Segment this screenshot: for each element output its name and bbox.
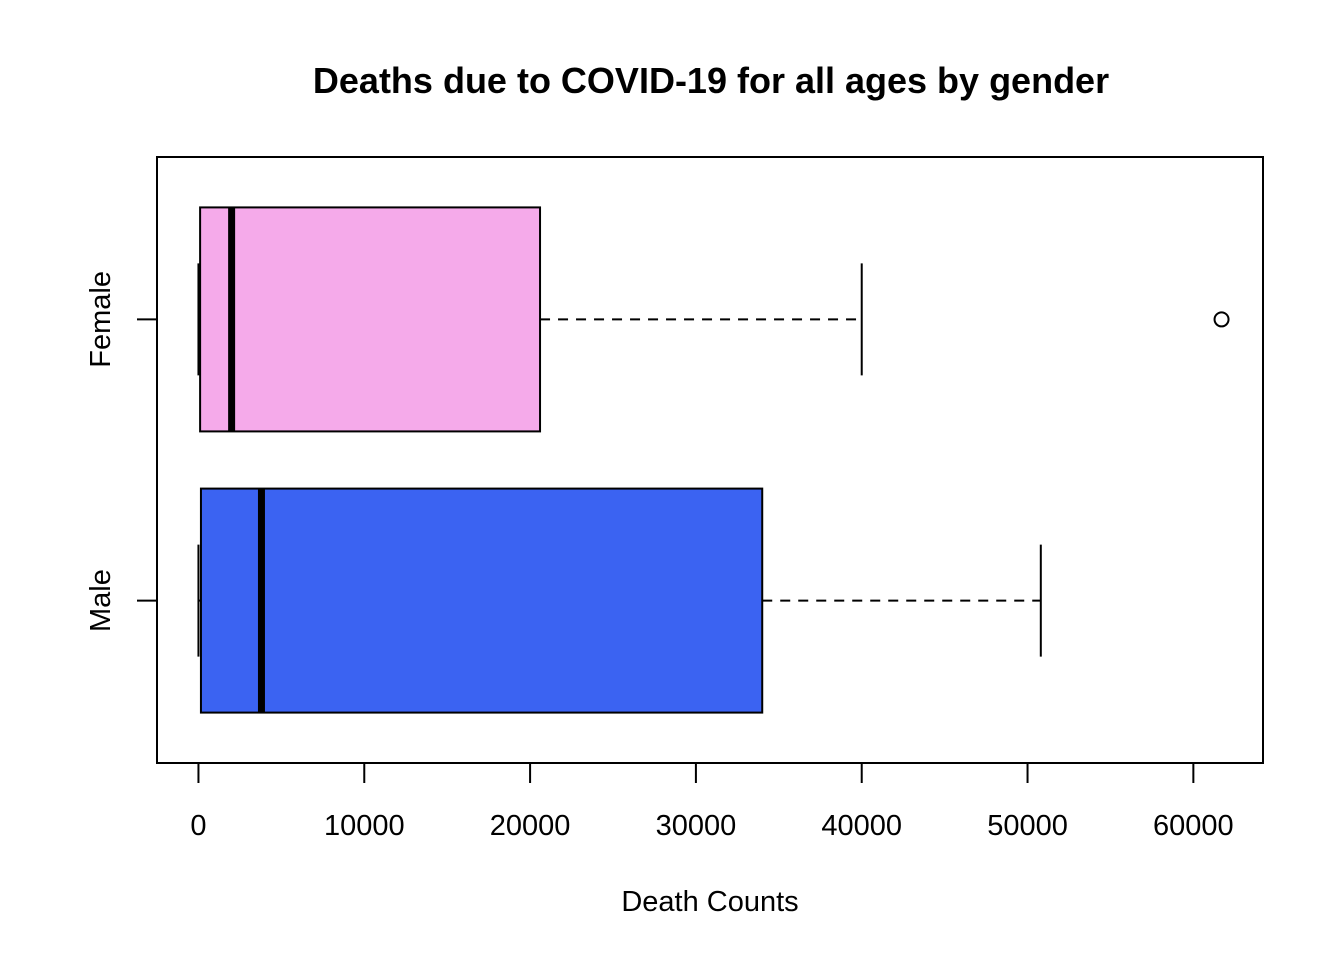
x-tick-label: 10000	[324, 810, 405, 842]
plot-layer	[197, 206, 1230, 714]
y-tick-label-male: Male	[85, 569, 117, 632]
chart-title: Deaths due to COVID-19 for all ages by g…	[313, 60, 1109, 101]
x-tick-label: 30000	[656, 810, 737, 842]
male-box	[199, 487, 764, 714]
x-axis-label: Death Counts	[621, 886, 798, 918]
x-tick-label: 60000	[1153, 810, 1234, 842]
female-box	[199, 206, 542, 433]
y-axis: Female Male	[85, 271, 157, 632]
x-tick-label: 0	[190, 810, 206, 842]
x-tick-label: 50000	[987, 810, 1068, 842]
female-outlier-point	[1213, 311, 1230, 328]
x-tick-label: 40000	[821, 810, 902, 842]
x-axis: 0 10000 20000 30000 40000 50000 60000	[190, 762, 1234, 842]
y-tick-label-female: Female	[85, 271, 117, 368]
x-tick-label: 20000	[490, 810, 571, 842]
